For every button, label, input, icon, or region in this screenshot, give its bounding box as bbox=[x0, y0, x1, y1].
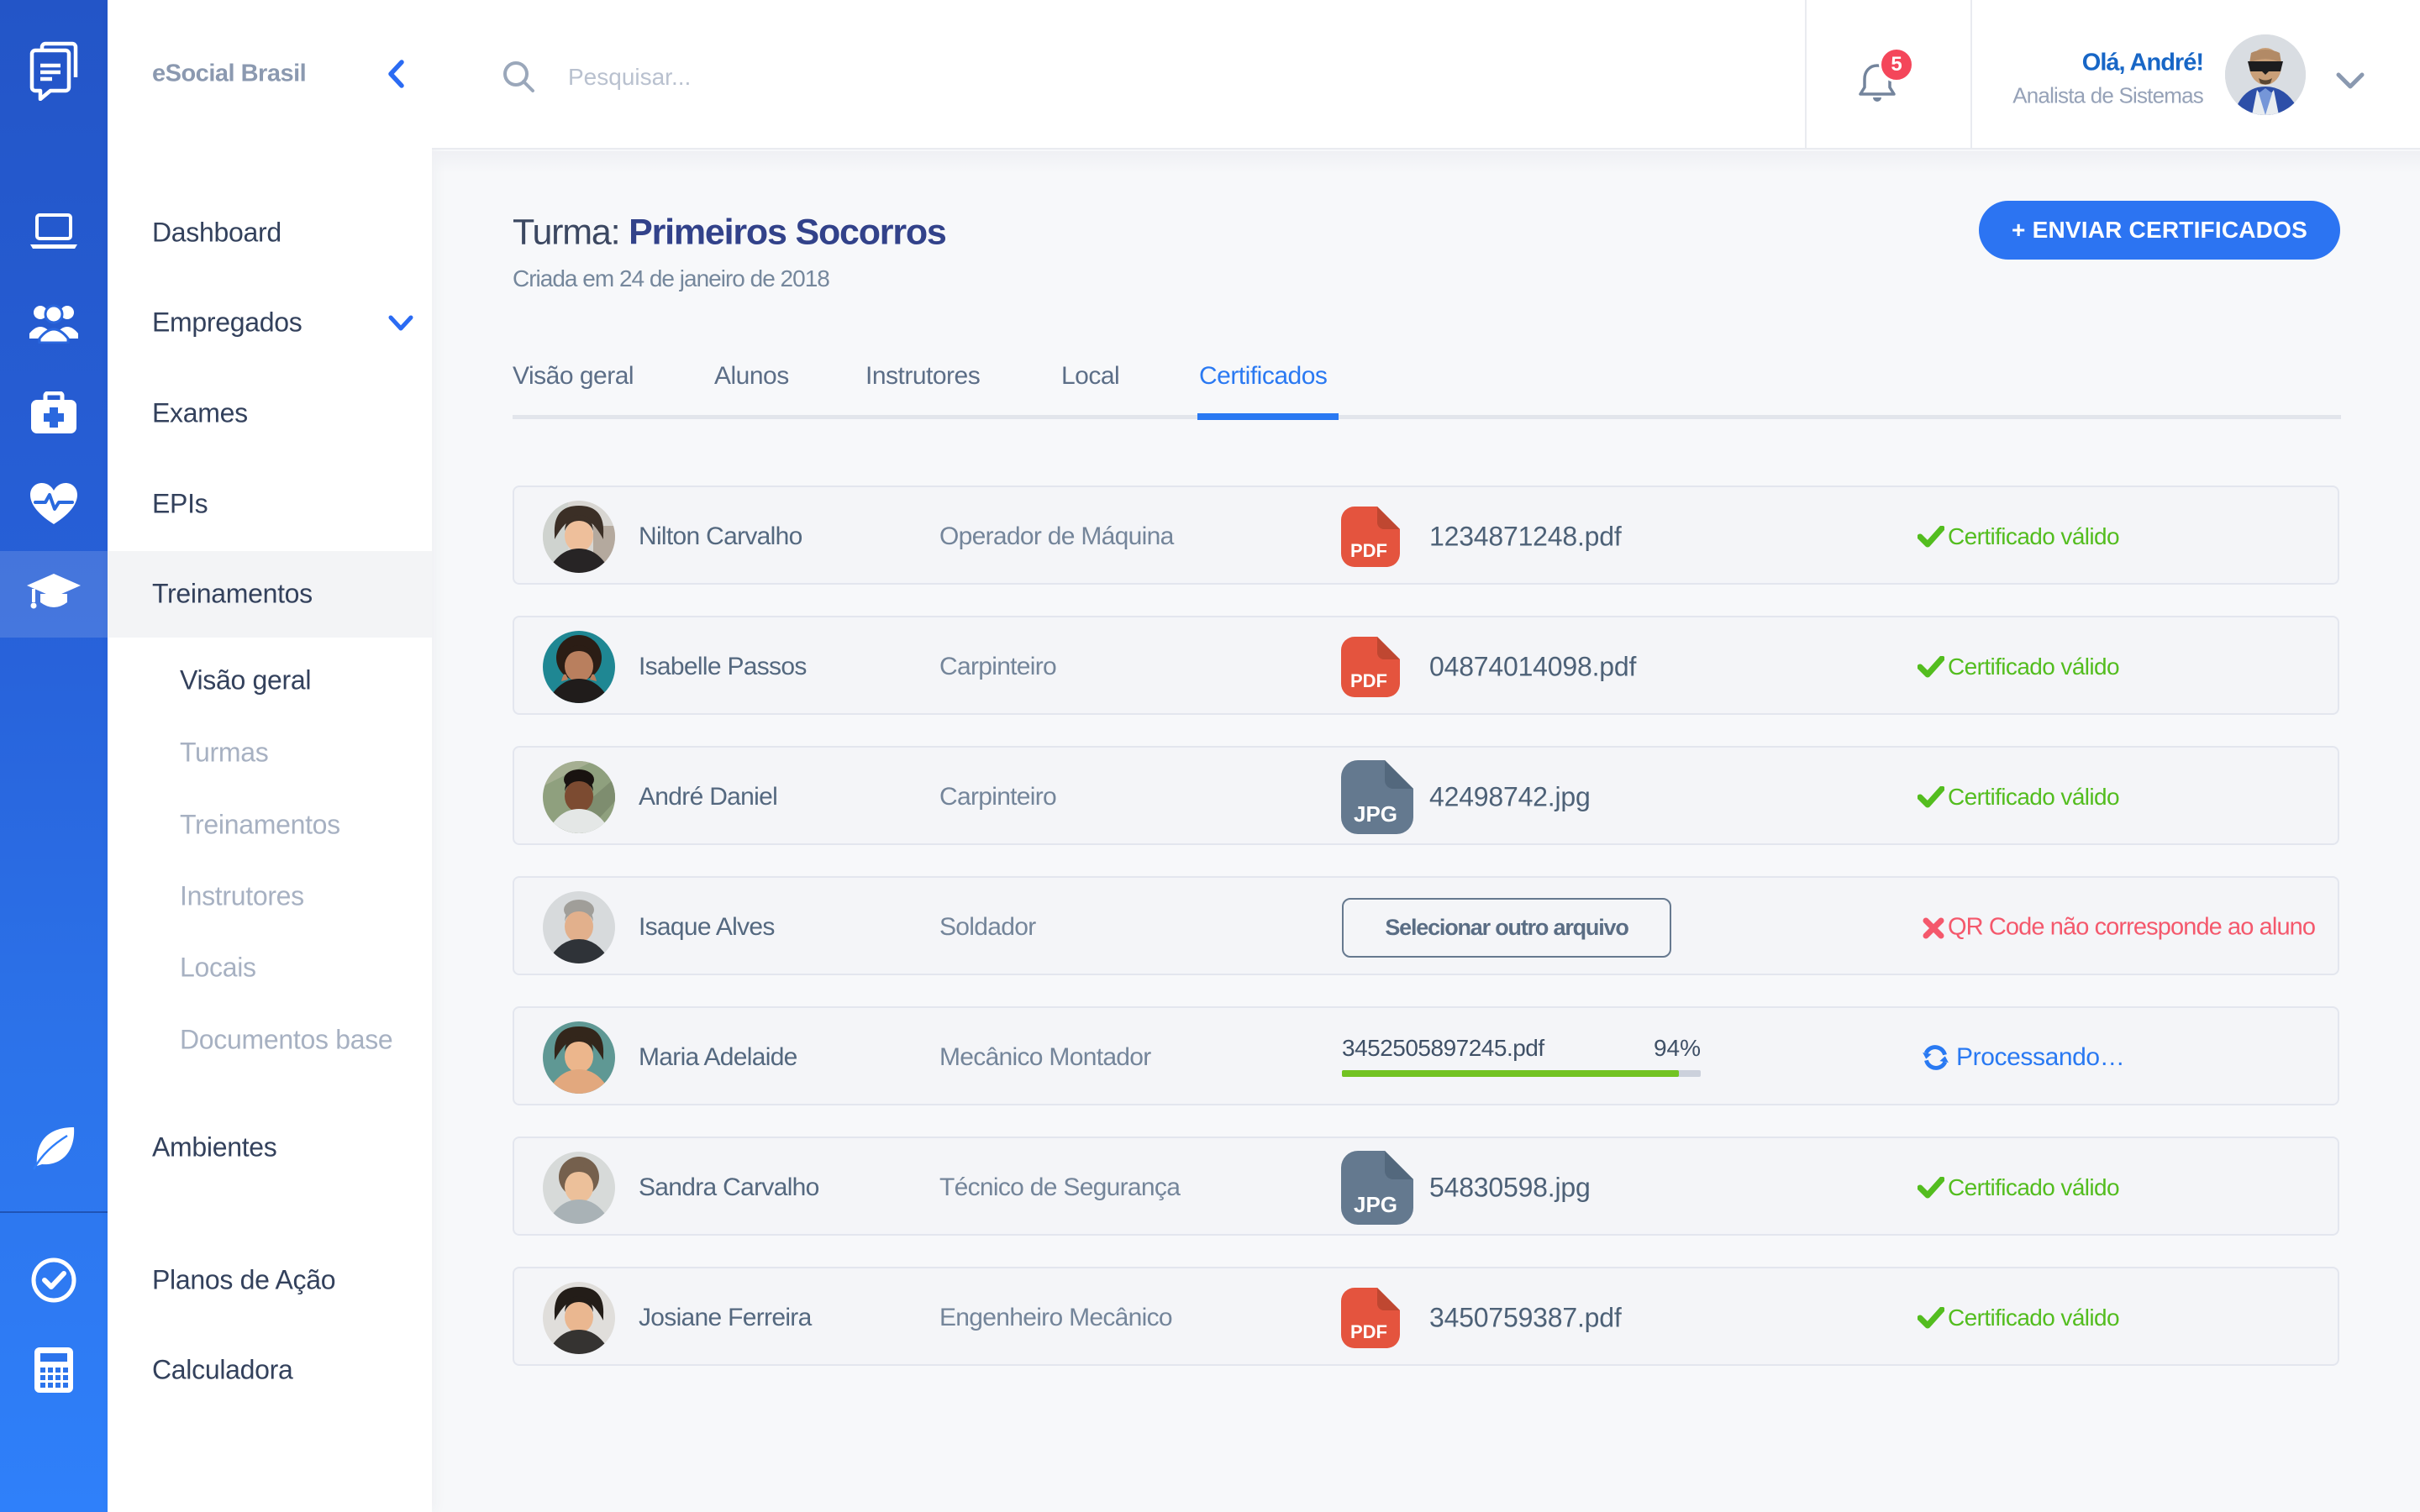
svg-text:JPG: JPG bbox=[1354, 801, 1397, 827]
svg-text:PDF: PDF bbox=[1350, 540, 1387, 561]
svg-text:JPG: JPG bbox=[1354, 1192, 1397, 1217]
svg-text:PDF: PDF bbox=[1350, 670, 1387, 691]
svg-text:PDF: PDF bbox=[1350, 1321, 1387, 1342]
